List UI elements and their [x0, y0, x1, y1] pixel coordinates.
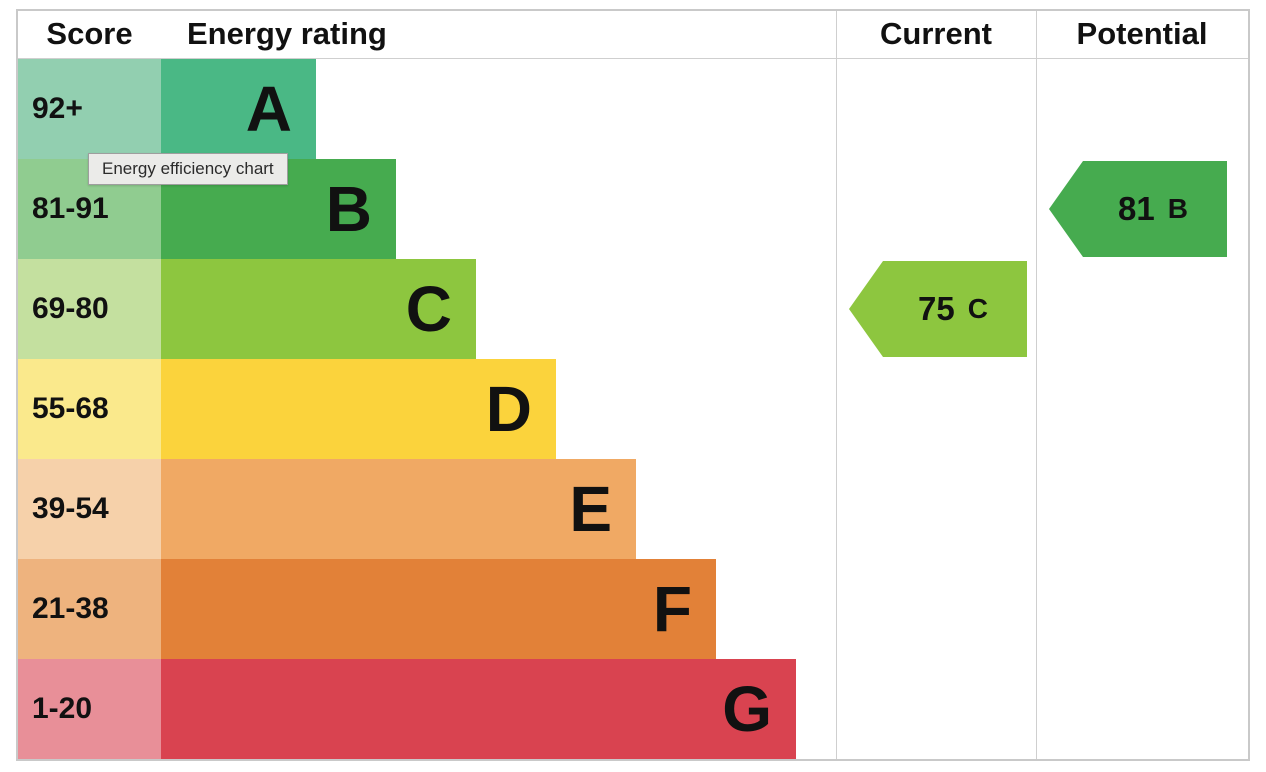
column-divider-current: [836, 11, 837, 759]
current-rating-arrow: 75 C: [849, 261, 1027, 357]
rating-row-g: 1-20 G: [18, 659, 796, 759]
column-divider-potential: [1036, 11, 1037, 759]
current-score-value: 75: [918, 290, 955, 327]
rating-letter: B: [325, 173, 372, 245]
score-cell-a: 92+: [18, 59, 161, 159]
rating-letter: A: [245, 73, 292, 145]
potential-score-value: 81: [1118, 190, 1155, 227]
score-range-label: 1-20: [32, 692, 93, 725]
score-cell-g: 1-20: [18, 659, 161, 759]
potential-rating-letter: B: [1167, 193, 1188, 224]
energy-efficiency-chart[interactable]: Score Energy rating Current Potential 92…: [16, 9, 1250, 761]
rating-row-e: 39-54 E: [18, 459, 636, 559]
rating-letter: C: [405, 273, 452, 345]
header-potential: Potential: [1076, 16, 1208, 51]
score-cell-f: 21-38: [18, 559, 161, 659]
score-cell-e: 39-54: [18, 459, 161, 559]
header-score: Score: [46, 16, 133, 51]
score-range-label: 92+: [32, 92, 83, 125]
score-cell-c: 69-80: [18, 259, 161, 359]
rating-letter: D: [485, 373, 532, 445]
potential-rating-arrow: 81 B: [1049, 161, 1227, 257]
header-current: Current: [880, 16, 992, 51]
rating-row-a: 92+ A: [18, 59, 316, 159]
chart-header-row: Score Energy rating Current Potential: [18, 11, 1248, 59]
rating-bar-g: G: [161, 659, 796, 759]
score-range-label: 55-68: [32, 392, 109, 425]
score-range-label: 81-91: [32, 192, 109, 225]
score-range-label: 21-38: [32, 592, 109, 625]
rating-letter: F: [652, 573, 692, 645]
header-energy-rating: Energy rating: [187, 16, 387, 51]
rating-row-f: 21-38 F: [18, 559, 716, 659]
score-range-label: 69-80: [32, 292, 109, 325]
rating-bar-f: F: [161, 559, 716, 659]
score-cell-d: 55-68: [18, 359, 161, 459]
rating-bar-a: A: [161, 59, 316, 159]
rating-bar-d: D: [161, 359, 556, 459]
rating-bar-e: E: [161, 459, 636, 559]
rating-letter: E: [569, 473, 612, 545]
rating-row-d: 55-68 D: [18, 359, 556, 459]
rating-bar-c: C: [161, 259, 476, 359]
rating-row-c: 69-80 C: [18, 259, 476, 359]
score-range-label: 39-54: [32, 492, 109, 525]
current-rating-letter: C: [967, 293, 988, 324]
hover-tooltip: Energy efficiency chart: [88, 153, 288, 185]
rating-letter: G: [722, 673, 772, 745]
